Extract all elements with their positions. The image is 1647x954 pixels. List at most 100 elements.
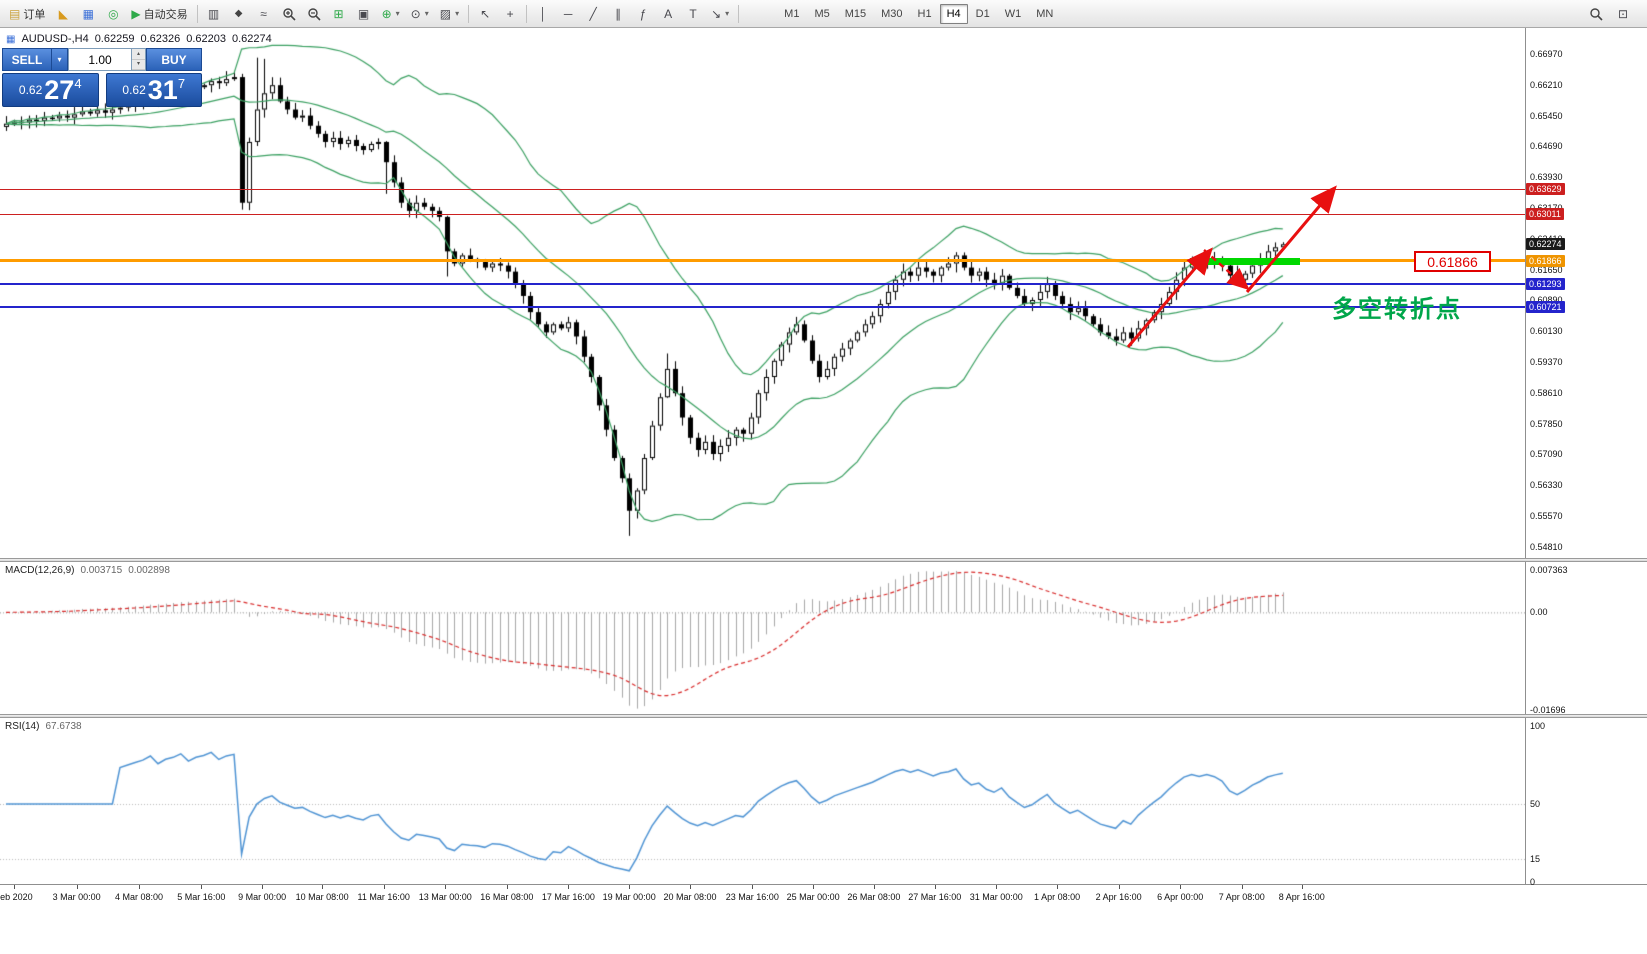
time-axis-label: 6 Apr 00:00 [1157, 892, 1204, 902]
terminal-button[interactable]: ▦ [76, 3, 100, 25]
bar-chart-icon: ▥ [207, 6, 220, 21]
rsi-panel-canvas[interactable] [0, 718, 1525, 884]
timeframe-button-m1[interactable]: M1 [784, 7, 800, 20]
turning-point-label[interactable]: 多空转折点 [1332, 296, 1462, 323]
price-tag: 0.63011 [1526, 208, 1564, 221]
crosshair-button[interactable]: + [498, 3, 522, 25]
time-axis-label: 26 Mar 08:00 [847, 892, 901, 902]
trade-options-caret[interactable]: ▾ [52, 48, 68, 71]
sell-price-pip: 4 [74, 75, 82, 91]
vertical-line-button[interactable]: │ [531, 3, 555, 25]
macd-panel-canvas[interactable] [0, 562, 1525, 714]
panel-separator[interactable] [0, 714, 1647, 718]
price-axis-label: 0.63170 [1530, 203, 1563, 213]
trendline-icon: ╱ [589, 6, 597, 21]
timeframe-button-m30[interactable]: M30 [881, 7, 903, 20]
timeframe-button-m5[interactable]: M5 [814, 7, 830, 20]
time-axis-label: 19 Mar 00:00 [602, 892, 656, 902]
candlestick-chart-button[interactable]: ◆ [227, 3, 251, 25]
time-axis-label: 13 Mar 00:00 [418, 892, 472, 902]
rsi-axis-label: 15 [1530, 853, 1541, 864]
new-order-button[interactable]: ▤ 订单 [4, 3, 50, 25]
chart-ohlc-header: ▦ AUDUSD-,H4 0.62259 0.62326 0.62203 0.6… [6, 33, 272, 45]
time-axis-tick [506, 885, 508, 889]
volume-stepper[interactable]: ▴ ▾ [132, 48, 146, 71]
tile-windows-icon: ⊞ [333, 6, 344, 21]
toolbar-separator [468, 4, 470, 23]
time-axis-tick [1241, 885, 1243, 889]
tile-windows-button[interactable]: ⊞ [327, 3, 351, 25]
buy-price-prefix: 0.62 [122, 83, 146, 97]
time-axis-label: 10 Mar 08:00 [295, 892, 349, 902]
resistance-line-upper[interactable] [0, 188, 1525, 190]
timeframe-button-w1[interactable]: W1 [1004, 7, 1022, 20]
cascade-windows-button[interactable]: ▣ [352, 3, 376, 25]
text-tool-icon: A [664, 6, 673, 21]
periods-button[interactable]: ⊙ ▾ [406, 3, 434, 25]
bar-chart-button[interactable]: ▥ [202, 3, 226, 25]
equidistant-channel-button[interactable]: ∥ [606, 3, 630, 25]
volume-input[interactable] [68, 48, 132, 71]
main-chart-canvas[interactable] [0, 28, 1525, 558]
text-label-button[interactable]: T [681, 3, 705, 25]
trendline-button[interactable]: ╱ [581, 3, 605, 25]
search-button[interactable] [1584, 3, 1608, 25]
cascade-windows-icon: ▣ [357, 6, 370, 21]
buy-price-button[interactable]: 0.62 31 7 [105, 73, 202, 107]
sell-button[interactable]: SELL [2, 48, 52, 71]
time-axis[interactable]: Feb 2020 3 Mar 00:00 4 Mar 08:00 5 Mar 16:0… [0, 884, 1647, 954]
new-chart-button[interactable]: ⊕ ▾ [377, 3, 405, 25]
new-order-icon: ▤ [9, 6, 21, 21]
fibonacci-button[interactable]: ƒ [631, 3, 655, 25]
templates-button[interactable]: ▨ ▾ [435, 3, 464, 25]
time-axis-label: Feb 2020 [0, 892, 33, 902]
resistance-line-lower[interactable] [0, 213, 1525, 215]
price-callout-box[interactable]: 0.61866 [1414, 251, 1491, 272]
close-value: 0.62274 [231, 33, 272, 45]
pivot-line-orange[interactable] [0, 259, 1525, 263]
time-axis-tick [690, 885, 691, 889]
price-axis-label: 0.66210 [1530, 79, 1563, 90]
volume-down-icon: ▾ [132, 59, 145, 70]
sell-price-main: 27 [44, 74, 75, 105]
search-icon [1590, 7, 1603, 21]
time-axis-tick [76, 885, 78, 889]
buy-button[interactable]: BUY [146, 48, 202, 71]
timeframe-button-m15[interactable]: M15 [844, 7, 867, 20]
rsi-label: RSI(14) [5, 721, 40, 732]
candlestick-chart-icon: ◆ [234, 7, 243, 19]
zoom-out-button[interactable] [302, 3, 326, 25]
auto-trading-button[interactable]: ▶ 自动交易 [126, 3, 192, 25]
price-axis-label: 0.64690 [1530, 141, 1563, 152]
metaeditor-button[interactable]: ◎ [101, 3, 125, 25]
support-line-upper[interactable] [0, 283, 1525, 286]
text-tool-button[interactable]: A [656, 3, 680, 25]
rsi-axis-label: 0 [1530, 877, 1536, 887]
timeframe-toolbar: M1 M5 M15 M30 H1 H4 D1 W1 MN [777, 3, 1060, 24]
support-zone-bar[interactable] [1190, 258, 1300, 265]
sell-price-button[interactable]: 0.62 27 4 [2, 73, 99, 107]
zoom-in-button[interactable] [277, 3, 301, 25]
navigator-button[interactable]: ◣ [51, 3, 75, 25]
cursor-button[interactable]: ↖ [473, 3, 497, 25]
time-axis-label: 8 Apr 16:00 [1278, 892, 1325, 902]
timeframe-button-mn[interactable]: MN [1036, 7, 1054, 20]
macd-axis-label: -0.01696 [1530, 705, 1566, 715]
time-axis-tick [752, 885, 754, 889]
timeframe-button-d1[interactable]: D1 [975, 7, 990, 20]
arrows-tool-button[interactable]: ↘ ▾ [706, 3, 734, 25]
price-axis-label: 0.57090 [1530, 449, 1563, 460]
timeframe-button-h4[interactable]: H4 [939, 3, 968, 24]
support-line-lower[interactable] [0, 306, 1525, 309]
window-restore-button[interactable]: ⊡ [1611, 3, 1635, 25]
line-chart-button[interactable]: ≈ [252, 3, 276, 25]
panel-separator[interactable] [0, 558, 1647, 562]
timeframe-button-h1[interactable]: H1 [917, 7, 932, 20]
time-axis-tick [322, 885, 324, 889]
line-chart-icon: ≈ [260, 6, 267, 21]
time-axis-label: 17 Mar 16:00 [541, 892, 595, 902]
time-axis-tick [445, 885, 447, 889]
time-axis-tick [813, 885, 815, 889]
horizontal-line-button[interactable]: ─ [556, 3, 580, 25]
